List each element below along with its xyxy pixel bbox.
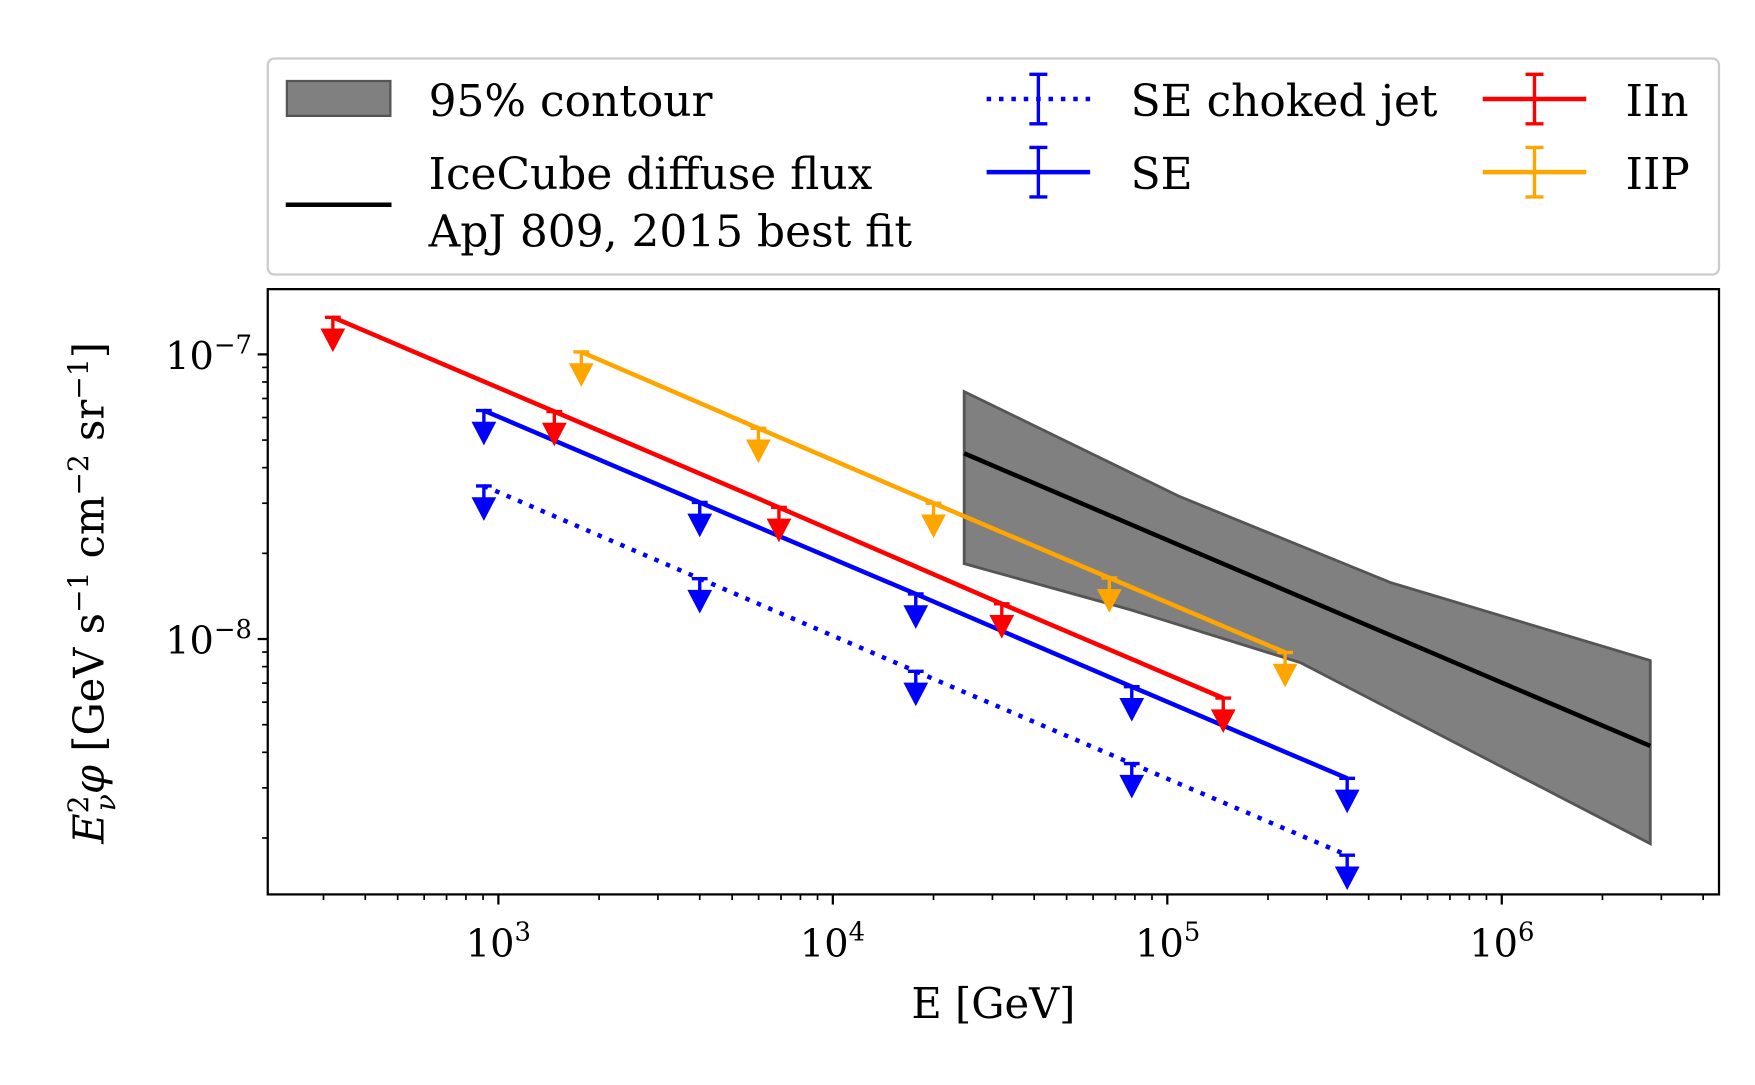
series-iin — [320, 315, 1236, 733]
legend: 95% contour IceCube diffuse flux ApJ 809… — [266, 57, 1721, 276]
legend-label-iip: IIP — [1626, 149, 1690, 200]
upper-limit-marker — [568, 350, 594, 387]
down-arrow-icon — [903, 682, 929, 707]
legend-frame — [266, 57, 1721, 276]
legend-label-se-choked-jet: SE choked jet — [1131, 76, 1438, 127]
legend-label-bestfit-2: ApJ 809, 2015 best fit — [428, 206, 913, 257]
upper-limit-marker — [1210, 696, 1236, 733]
upper-limit-marker — [1334, 853, 1360, 891]
upper-limit-marker — [989, 602, 1015, 639]
x-tick-label: 104 — [800, 918, 865, 967]
contour-band — [962, 389, 1652, 846]
upper-limit-marker — [1119, 685, 1145, 722]
x-tick-labels: 103 104 105 106 — [466, 918, 1535, 967]
x-axis-label: E [GeV] — [911, 979, 1075, 1028]
upper-limit-marker — [766, 505, 792, 543]
down-arrow-icon — [471, 497, 497, 521]
y-tick-label: 10−7 — [165, 330, 252, 379]
legend-label-se: SE — [1131, 149, 1193, 200]
best-fit-line — [963, 451, 1652, 749]
y-tick-labels: 10−7 10−8 — [165, 330, 252, 663]
legend-marker-iip — [1482, 145, 1587, 199]
upper-limit-marker — [687, 576, 713, 614]
upper-limit-marker — [903, 669, 929, 707]
series-se-choked-jet — [471, 483, 1360, 891]
legend-marker-se-choked-jet — [986, 72, 1091, 126]
down-arrow-icon — [903, 605, 929, 629]
upper-limit-marker — [1334, 776, 1360, 814]
down-arrow-icon — [541, 422, 567, 447]
upper-limit-marker — [921, 501, 946, 539]
down-arrow-icon — [989, 615, 1015, 639]
x-tick-label: 103 — [466, 918, 531, 967]
down-arrow-icon — [1334, 866, 1360, 891]
upper-limit-marker — [1119, 761, 1145, 799]
x-tick-label: 106 — [1469, 918, 1534, 967]
y-tick-label: 10−8 — [165, 615, 252, 664]
down-arrow-icon — [1334, 789, 1360, 814]
axes-frame — [266, 288, 1721, 896]
upper-limit-marker — [903, 592, 929, 629]
series-se — [471, 408, 1360, 814]
series-line — [482, 483, 1349, 858]
y-axis-label: E2νφ [GeV s−1 cm−2 sr−1] — [62, 342, 122, 845]
down-arrow-icon — [568, 363, 594, 387]
upper-limit-marker — [320, 315, 346, 353]
upper-limit-marker — [1272, 650, 1298, 688]
upper-limit-marker — [1096, 576, 1122, 613]
down-arrow-icon — [766, 518, 792, 543]
down-arrow-icon — [1096, 589, 1122, 613]
upper-limit-marker — [746, 426, 771, 464]
down-arrow-icon — [687, 589, 713, 614]
upper-limit-marker — [541, 409, 567, 447]
series-iip — [568, 349, 1298, 688]
down-arrow-icon — [746, 439, 771, 464]
legend-label-iin: IIn — [1626, 76, 1689, 127]
x-tick-label: 105 — [1135, 918, 1200, 967]
down-arrow-icon — [1119, 774, 1145, 799]
down-arrow-icon — [1272, 663, 1298, 688]
down-arrow-icon — [1210, 709, 1236, 733]
down-arrow-icon — [921, 514, 946, 539]
down-arrow-icon — [687, 513, 713, 538]
down-arrow-icon — [320, 328, 346, 353]
legend-contour-patch — [285, 79, 392, 118]
down-arrow-icon — [471, 421, 497, 446]
upper-limit-marker — [471, 484, 497, 521]
upper-limit-marker — [471, 408, 497, 446]
legend-marker-se — [986, 145, 1091, 199]
legend-label-bestfit-1: IceCube diffuse flux — [429, 149, 873, 200]
down-arrow-icon — [1119, 697, 1145, 722]
legend-marker-iin — [1482, 72, 1587, 126]
legend-label-contour: 95% contour — [429, 76, 713, 127]
upper-limit-marker — [687, 500, 713, 538]
